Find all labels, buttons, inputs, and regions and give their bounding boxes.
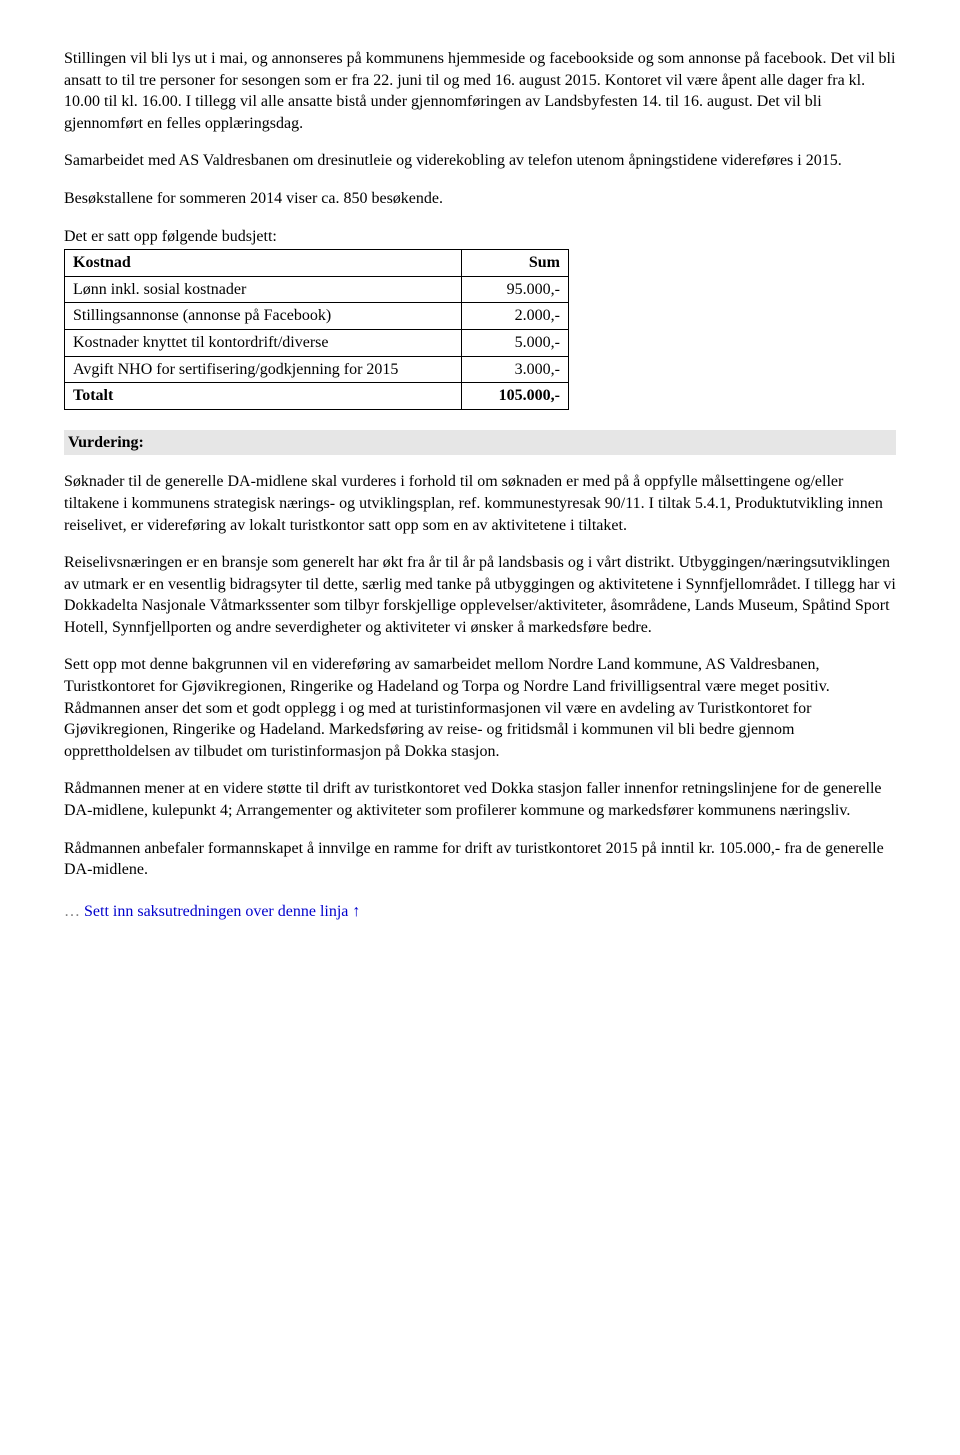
budget-cell-sum: 2.000,-	[462, 303, 569, 330]
budget-table: Kostnad Sum Lønn inkl. sosial kostnader …	[64, 249, 569, 410]
paragraph: Søknader til de generelle DA-midlene ska…	[64, 471, 896, 536]
paragraph: Besøkstallene for sommeren 2014 viser ca…	[64, 188, 896, 210]
paragraph: Sett opp mot denne bakgrunnen vil en vid…	[64, 654, 896, 762]
paragraph: Stillingen vil bli lys ut i mai, og anno…	[64, 48, 896, 134]
paragraph: Rådmannen mener at en videre støtte til …	[64, 778, 896, 821]
budget-total-label: Totalt	[65, 383, 462, 410]
paragraph: Reiselivsnæringen er en bransje som gene…	[64, 552, 896, 638]
section-heading-vurdering: Vurdering:	[64, 430, 896, 456]
budget-row: Kostnader knyttet til kontordrift/divers…	[65, 329, 569, 356]
budget-cell-label: Kostnader knyttet til kontordrift/divers…	[65, 329, 462, 356]
budget-row: Stillingsannonse (annonse på Facebook) 2…	[65, 303, 569, 330]
budget-cell-label: Avgift NHO for sertifisering/godkjenning…	[65, 356, 462, 383]
paragraph: Det er satt opp følgende budsjett:	[64, 226, 896, 248]
budget-cell-sum: 5.000,-	[462, 329, 569, 356]
budget-cell-label: Stillingsannonse (annonse på Facebook)	[65, 303, 462, 330]
budget-total-sum: 105.000,-	[462, 383, 569, 410]
budget-header-label: Kostnad	[65, 250, 462, 277]
budget-cell-label: Lønn inkl. sosial kostnader	[65, 276, 462, 303]
paragraph: Samarbeidet med AS Valdresbanen om dresi…	[64, 150, 896, 172]
budget-cell-sum: 3.000,-	[462, 356, 569, 383]
footer-text: Sett inn saksutredningen over denne linj…	[84, 903, 360, 920]
footer-insert-marker: … Sett inn saksutredningen over denne li…	[64, 901, 896, 923]
budget-header-sum: Sum	[462, 250, 569, 277]
budget-row: Avgift NHO for sertifisering/godkjenning…	[65, 356, 569, 383]
budget-row: Lønn inkl. sosial kostnader 95.000,-	[65, 276, 569, 303]
budget-cell-sum: 95.000,-	[462, 276, 569, 303]
footer-dots: …	[64, 903, 84, 920]
paragraph: Rådmannen anbefaler formannskapet å innv…	[64, 838, 896, 881]
budget-total-row: Totalt 105.000,-	[65, 383, 569, 410]
